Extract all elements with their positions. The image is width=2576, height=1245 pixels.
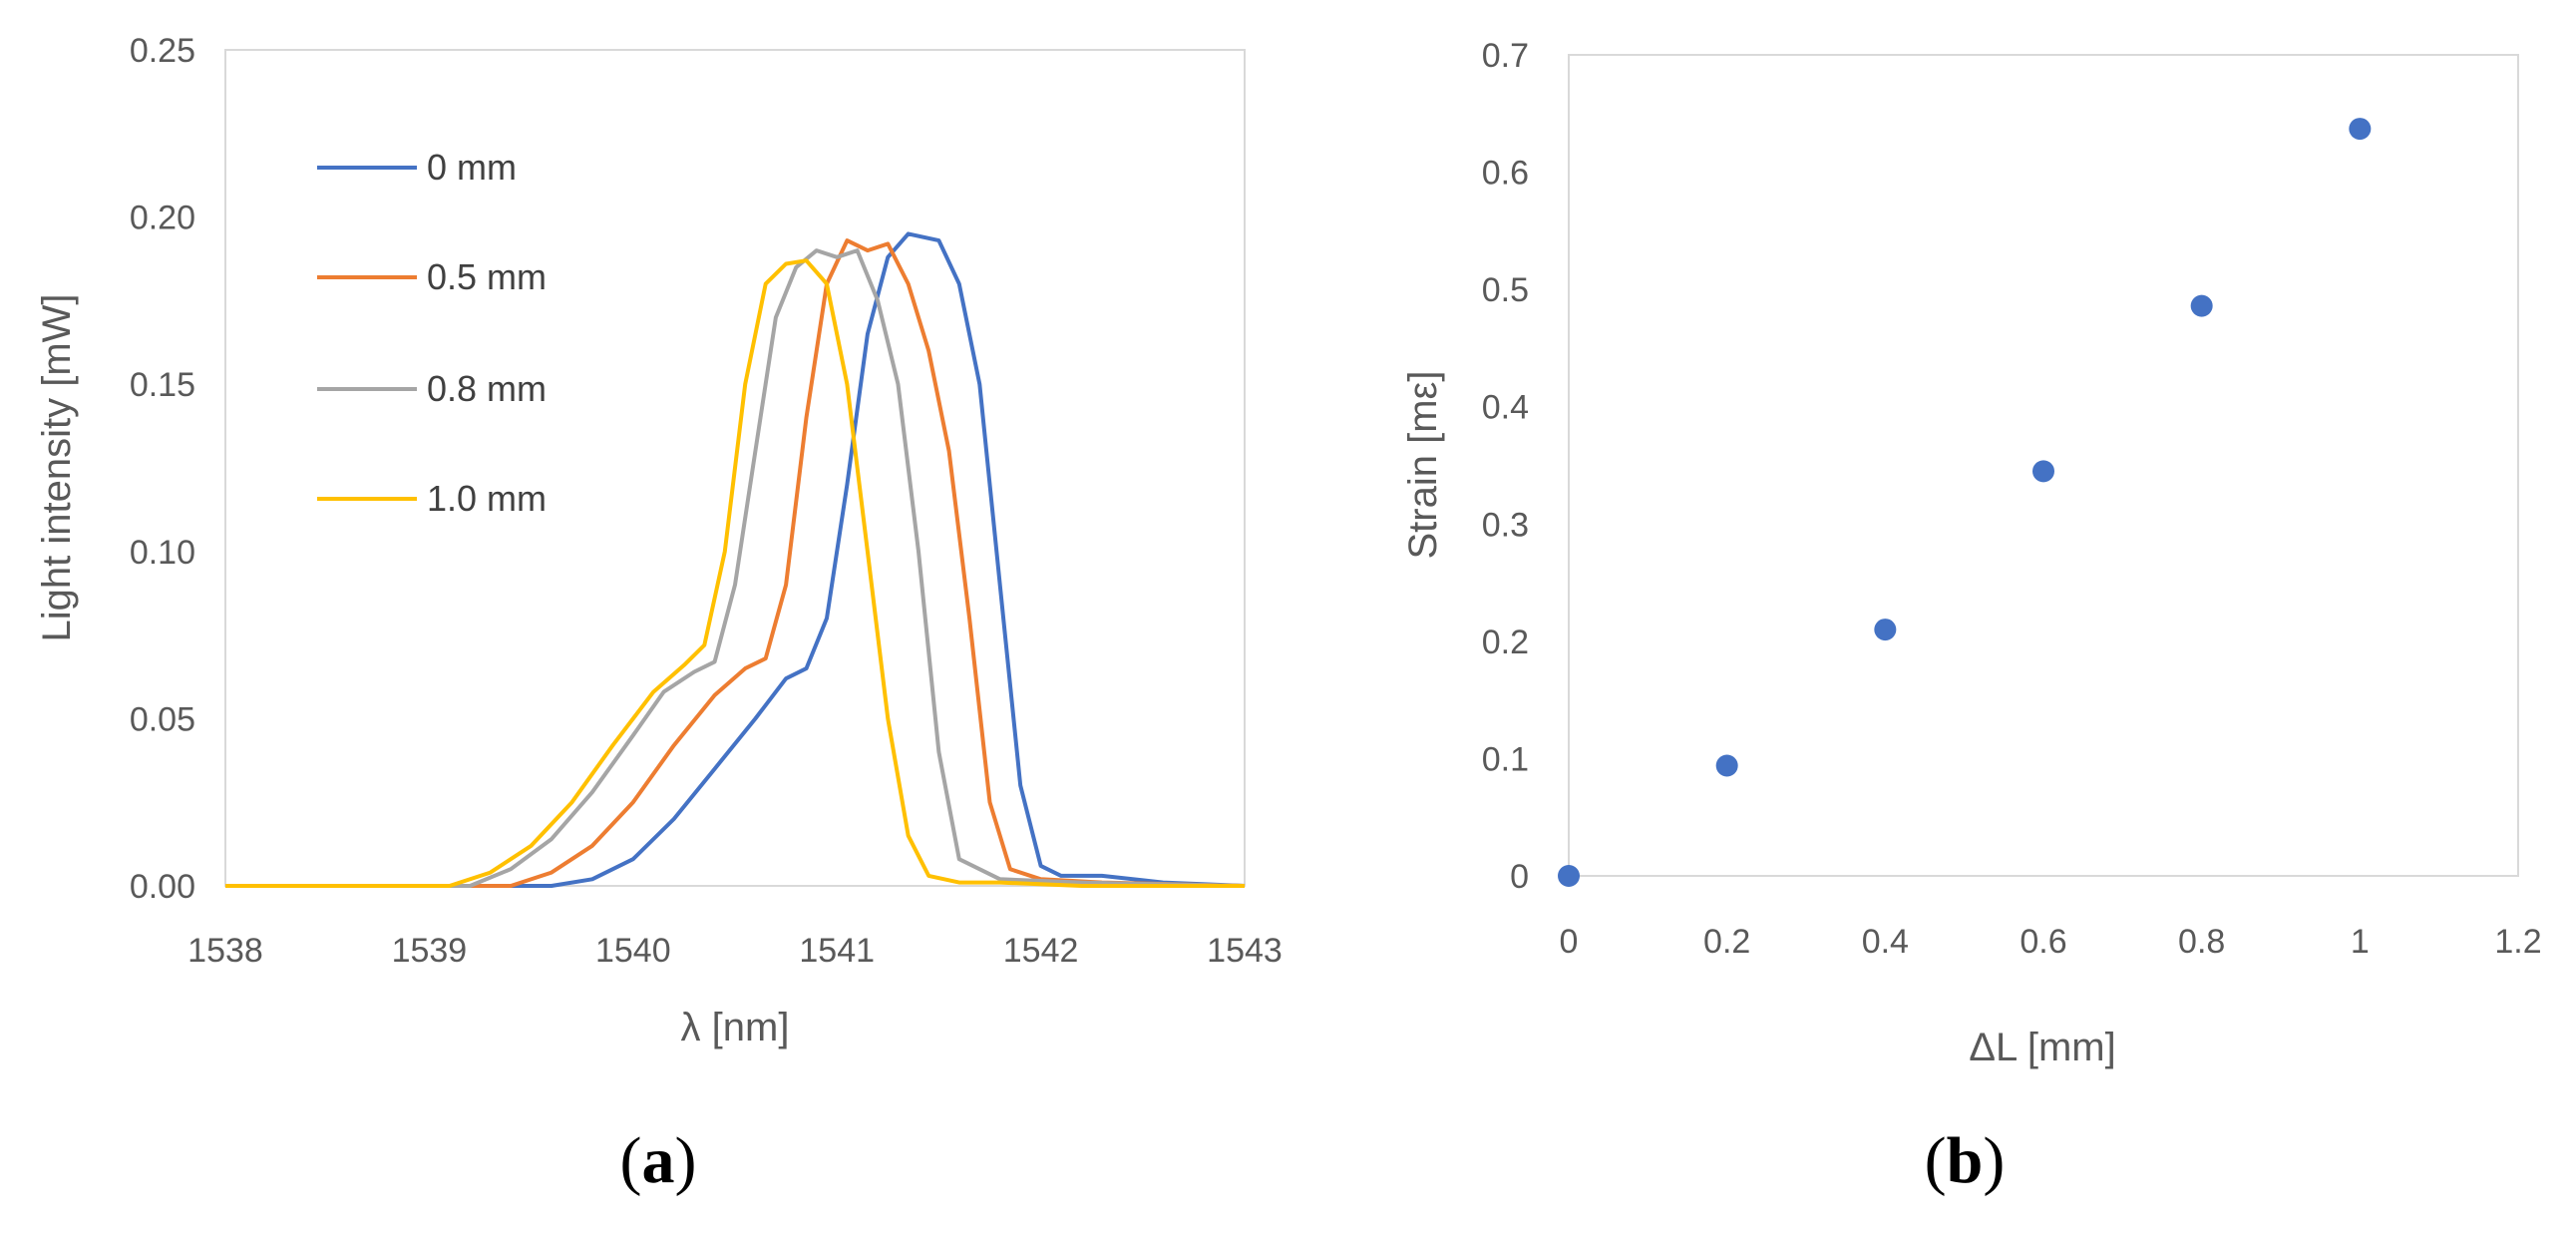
- chart-a-y-axis-label: Light intensity [mW]: [35, 293, 79, 641]
- chart-b-strain: 0 0.2 0.4 0.6 0.8 1 1.2 0 0.1 0.2 0.3 0.4 0.5 0.6 0.7…: [1401, 37, 2542, 1197]
- chart-a-y-tick-label: 0.15: [130, 366, 195, 404]
- legend-label-0: 0 mm: [427, 147, 517, 188]
- chart-b-y-tick-label: 0.3: [1482, 506, 1529, 544]
- chart-b-x-tick-label: 0.2: [1703, 923, 1750, 961]
- chart-b-y-axis-label: Strain [mε]: [1401, 371, 1445, 560]
- panel-label-a: (a): [620, 1124, 697, 1197]
- chart-b-x-axis-label: ΔL [mm]: [1969, 1026, 2115, 1069]
- chart-b-y-tick-label: 0.6: [1482, 155, 1529, 193]
- chart-b-data-point: [2349, 118, 2372, 141]
- chart-a-x-tick-label: 1542: [1003, 932, 1079, 970]
- chart-a-series-line-3: [225, 258, 1245, 888]
- chart-b-x-tick-label: 0.8: [2178, 923, 2225, 961]
- chart-a-light-intensity: 1538 1539 1540 1541 1542 1543 0.00 0.05 0.10 0.1…: [35, 32, 1283, 1197]
- chart-b-data-point: [2190, 294, 2213, 317]
- legend-label-3: 1.0 mm: [427, 478, 547, 519]
- chart-b-y-tick-label: 0.2: [1482, 623, 1529, 661]
- chart-a-y-tick-label: 0.25: [130, 32, 195, 70]
- chart-a-series-line-0: [225, 231, 1246, 888]
- chart-b-x-tick-label: 1.2: [2494, 923, 2541, 961]
- chart-b-x-tick-label: 1: [2351, 923, 2370, 961]
- chart-a-x-tick-label: 1539: [392, 932, 468, 970]
- chart-a-series-line-2: [225, 248, 1246, 888]
- chart-a-y-tick-label: 0.00: [130, 868, 195, 906]
- chart-b-y-tick-label: 0: [1510, 858, 1529, 896]
- chart-b-x-tick-label: 0.6: [2020, 923, 2066, 961]
- chart-a-y-tick-label: 0.20: [130, 200, 195, 237]
- chart-b-y-tick-label: 0.5: [1482, 271, 1529, 309]
- chart-a-series-line-1: [225, 238, 1246, 888]
- chart-a-x-tick-label: 1540: [595, 932, 671, 970]
- chart-b-x-tick-label: 0.4: [1862, 923, 1909, 961]
- panel-label-b: (b): [1925, 1124, 2006, 1197]
- chart-a-x-axis-label: λ [nm]: [681, 1006, 790, 1049]
- chart-b-data-point: [1558, 865, 1580, 887]
- chart-b-data-point: [1874, 619, 1897, 641]
- chart-a-plot-area: [224, 49, 1246, 887]
- chart-b-x-tick-label: 0: [1560, 923, 1579, 961]
- chart-b-y-tick-label: 0.7: [1482, 37, 1529, 75]
- chart-a-y-tick-label: 0.05: [130, 700, 195, 738]
- chart-b-data-point: [2032, 460, 2054, 483]
- chart-a-y-tick-label: 0.10: [130, 534, 195, 572]
- legend-label-2: 0.8 mm: [427, 368, 547, 409]
- chart-b-data-point: [1715, 754, 1738, 777]
- chart-b-y-tick-label: 0.4: [1482, 389, 1529, 427]
- chart-b-y-tick-label: 0.1: [1482, 740, 1529, 778]
- chart-a-x-tick-label: 1543: [1207, 932, 1283, 970]
- legend-label-1: 0.5 mm: [427, 256, 547, 297]
- chart-b-plot-area: [1568, 54, 2519, 877]
- chart-a-x-tick-label: 1541: [799, 932, 875, 970]
- chart-a-x-tick-label: 1538: [187, 932, 263, 970]
